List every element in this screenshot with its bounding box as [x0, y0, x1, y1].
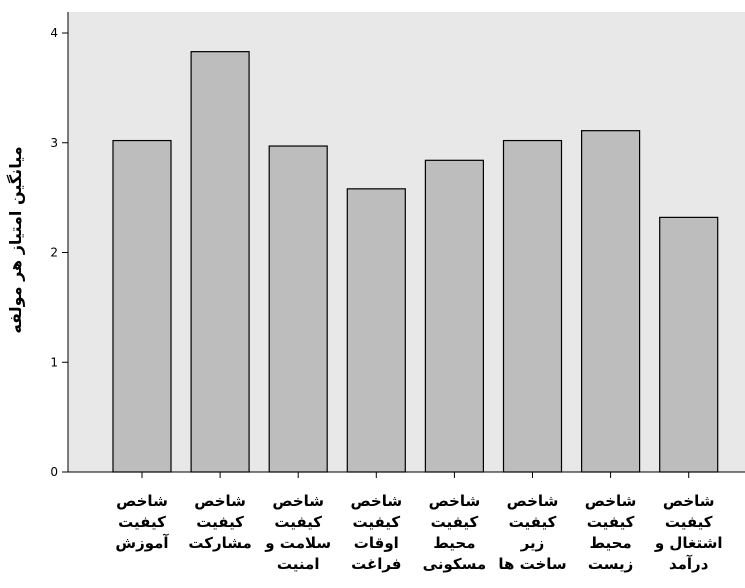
x-category-label-line: کیفیت	[196, 513, 244, 531]
y-axis-title: میانگین امتیاز هر مولفه	[6, 146, 25, 333]
x-category-label: شاخص کیفیت محیط مسکونی	[423, 492, 487, 573]
x-category-label-line: شاخص	[663, 492, 715, 510]
x-category-label-line: محیط	[589, 534, 631, 552]
bar	[346, 188, 406, 473]
x-category-label-line: کیفیت	[118, 513, 166, 531]
bar	[580, 130, 641, 473]
bar	[268, 145, 328, 473]
x-category-label-line: مشارکت	[188, 534, 251, 552]
x-category-label-line: کیفیت	[431, 513, 479, 531]
bar	[424, 159, 484, 473]
bars-group	[112, 51, 719, 473]
y-tick-label: 0	[50, 465, 58, 479]
x-category-label-line: کیفیت	[587, 513, 635, 531]
x-category-label: شاخص کیفیت آموزش	[115, 492, 169, 552]
x-category-label-line: آموزش	[115, 534, 169, 552]
x-category-label-line: اشتغال و	[654, 534, 723, 552]
x-category-label-line: شاخص	[272, 492, 324, 510]
x-category-label-line: زیر	[520, 534, 545, 552]
y-ticks-group: 0 1 2 3 4	[50, 26, 68, 479]
x-category-label-line: شاخص	[429, 492, 481, 510]
x-category-label-line: فراغت	[351, 555, 401, 573]
bar	[112, 139, 172, 473]
x-category-label: شاخص کیفیت زیر ساخت ها	[498, 492, 566, 573]
x-category-label-line: شاخص	[194, 492, 246, 510]
y-tick-label: 4	[50, 26, 58, 40]
x-category-label: شاخص کیفیت اشتغال و درآمد	[654, 492, 723, 573]
x-category-label-line: شاخص	[116, 492, 168, 510]
x-category-label-line: شاخص	[350, 492, 402, 510]
x-category-label-line: شاخص	[507, 492, 559, 510]
x-category-label-line: زیست	[588, 555, 633, 573]
x-category-label-line: درآمد	[669, 555, 709, 573]
bar	[502, 139, 563, 473]
x-category-label-line: مسکونی	[423, 555, 487, 573]
y-tick-label: 3	[50, 136, 58, 150]
x-category-label-line: شاخص	[585, 492, 637, 510]
y-tick-label: 1	[50, 355, 58, 369]
x-category-label-line: سلامت و	[264, 534, 331, 552]
x-category-label-line: کیفیت	[274, 513, 322, 531]
x-category-label-line: ساخت ها	[498, 555, 566, 573]
x-category-label-line: کیفیت	[352, 513, 400, 531]
x-category-label: شاخص کیفیت مشارکت	[188, 492, 251, 552]
bar	[190, 51, 250, 473]
x-category-label-line: اوقات	[354, 534, 399, 552]
x-category-label-line: امنیت	[277, 555, 320, 573]
x-category-label: شاخص کیفیت سلامت و امنیت	[264, 492, 331, 573]
bar	[659, 216, 719, 473]
y-tick-label: 2	[50, 246, 58, 260]
x-category-label-line: محیط	[433, 534, 475, 552]
x-category-label-line: کیفیت	[509, 513, 557, 531]
x-category-label: شاخص کیفیت اوقات فراغت	[350, 492, 402, 573]
x-category-label: شاخص کیفیت محیط زیست	[585, 492, 637, 573]
x-labels-group: شاخص کیفیت آموزش شاخص کیفیت مشارکت شاخص کیفیت سل…	[115, 472, 723, 573]
x-category-label-line: کیفیت	[665, 513, 713, 531]
